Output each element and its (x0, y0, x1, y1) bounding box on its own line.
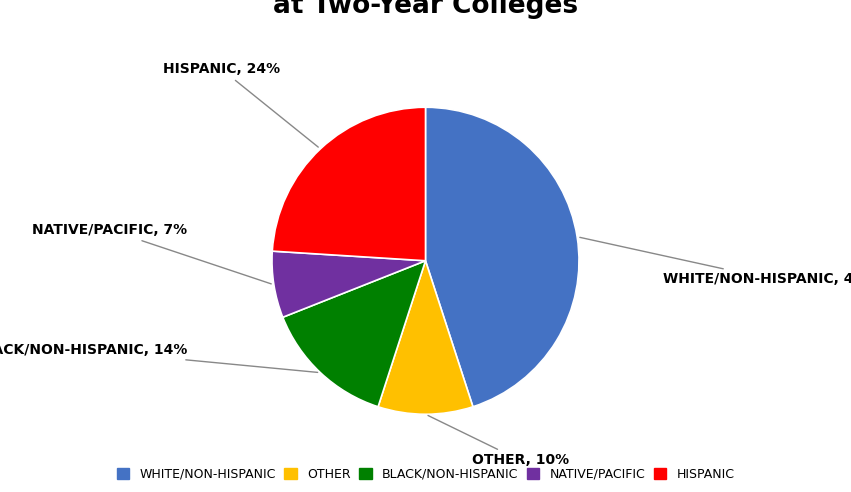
Legend: WHITE/NON-HISPANIC, OTHER, BLACK/NON-HISPANIC, NATIVE/PACIFIC, HISPANIC: WHITE/NON-HISPANIC, OTHER, BLACK/NON-HIS… (117, 468, 734, 481)
Text: HISPANIC, 24%: HISPANIC, 24% (163, 62, 318, 147)
Wedge shape (283, 261, 426, 407)
Wedge shape (272, 107, 426, 261)
Title: Nationwide Ethnicity of Students
at Two-Year Colleges: Nationwide Ethnicity of Students at Two-… (180, 0, 671, 19)
Text: BLACK/NON-HISPANIC, 14%: BLACK/NON-HISPANIC, 14% (0, 343, 317, 372)
Wedge shape (426, 107, 579, 407)
Wedge shape (378, 261, 473, 414)
Text: OTHER, 10%: OTHER, 10% (428, 415, 568, 467)
Wedge shape (272, 251, 426, 317)
Text: NATIVE/PACIFIC, 7%: NATIVE/PACIFIC, 7% (32, 223, 271, 284)
Text: WHITE/NON-HISPANIC, 45%: WHITE/NON-HISPANIC, 45% (580, 237, 851, 286)
